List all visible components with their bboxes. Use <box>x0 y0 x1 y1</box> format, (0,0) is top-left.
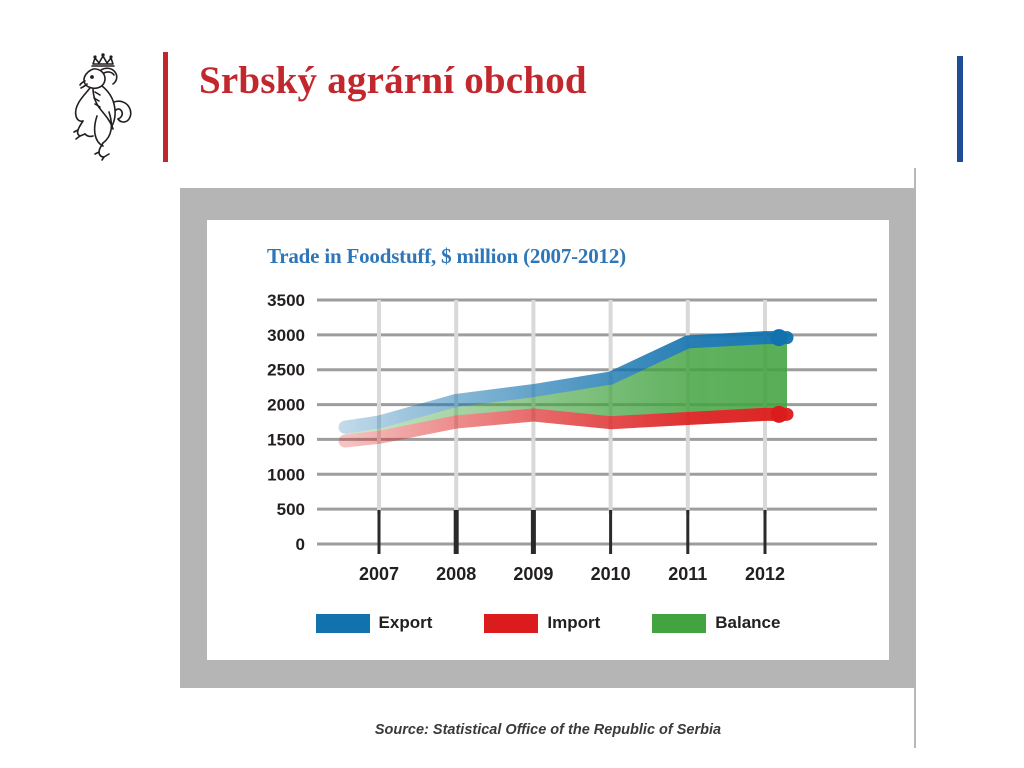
legend-label-export: Export <box>378 613 433 632</box>
czech-lion-emblem-icon <box>57 50 143 162</box>
svg-text:3500: 3500 <box>267 291 305 310</box>
series-endpoint-import <box>770 405 788 423</box>
svg-text:2009: 2009 <box>513 564 553 584</box>
chart-figure-frame: Trade in Foodstuff, $ million (2007-2012… <box>180 188 916 738</box>
legend-label-balance: Balance <box>715 613 781 632</box>
series-line-export <box>338 331 794 434</box>
svg-text:3000: 3000 <box>267 326 305 345</box>
legend-swatch-balance <box>652 613 707 633</box>
chart-legend: Export Import Balance <box>207 608 889 638</box>
series-endpoint-export <box>770 329 788 347</box>
title-divider-rule <box>163 52 168 162</box>
chart-title: Trade in Foodstuff, $ million (2007-2012… <box>267 244 626 268</box>
svg-text:2010: 2010 <box>591 564 631 584</box>
source-caption: Source: Statistical Office of the Republ… <box>374 722 722 738</box>
svg-text:2012: 2012 <box>745 564 785 584</box>
svg-text:2008: 2008 <box>436 564 476 584</box>
x-tick-labels: 2007 2008 2009 2010 2011 2012 <box>359 564 785 584</box>
svg-text:2007: 2007 <box>359 564 399 584</box>
legend-swatch-export <box>315 613 370 633</box>
svg-text:500: 500 <box>277 500 305 519</box>
svg-text:1000: 1000 <box>267 465 305 484</box>
header-accent-bar <box>957 56 963 162</box>
slide-header: Srbský agrární obchod <box>0 0 1024 168</box>
page-title: Srbský agrární obchod <box>199 59 587 102</box>
legend-label-import: Import <box>547 613 601 632</box>
svg-text:2011: 2011 <box>668 564 707 584</box>
legend-item-import: Import <box>484 613 600 633</box>
svg-text:2000: 2000 <box>267 396 305 415</box>
chart-plot-area: 0 500 1000 1500 2000 2500 3000 3500 2007 2008 2009… <box>207 288 889 588</box>
svg-text:0: 0 <box>296 535 305 554</box>
legend-swatch-import <box>484 613 539 633</box>
legend-item-balance: Balance <box>652 613 780 633</box>
chart-series-group <box>338 331 794 448</box>
trade-line-chart: 0 500 1000 1500 2000 2500 3000 3500 2007 2008 2009… <box>267 291 877 584</box>
svg-text:2500: 2500 <box>267 361 305 380</box>
chart-figure-inner: Trade in Foodstuff, $ million (2007-2012… <box>207 220 889 660</box>
svg-text:1500: 1500 <box>267 430 305 449</box>
series-line-import <box>338 407 794 448</box>
legend-item-export: Export <box>315 613 433 633</box>
slide-content-area: Trade in Foodstuff, $ million (2007-2012… <box>176 168 916 748</box>
